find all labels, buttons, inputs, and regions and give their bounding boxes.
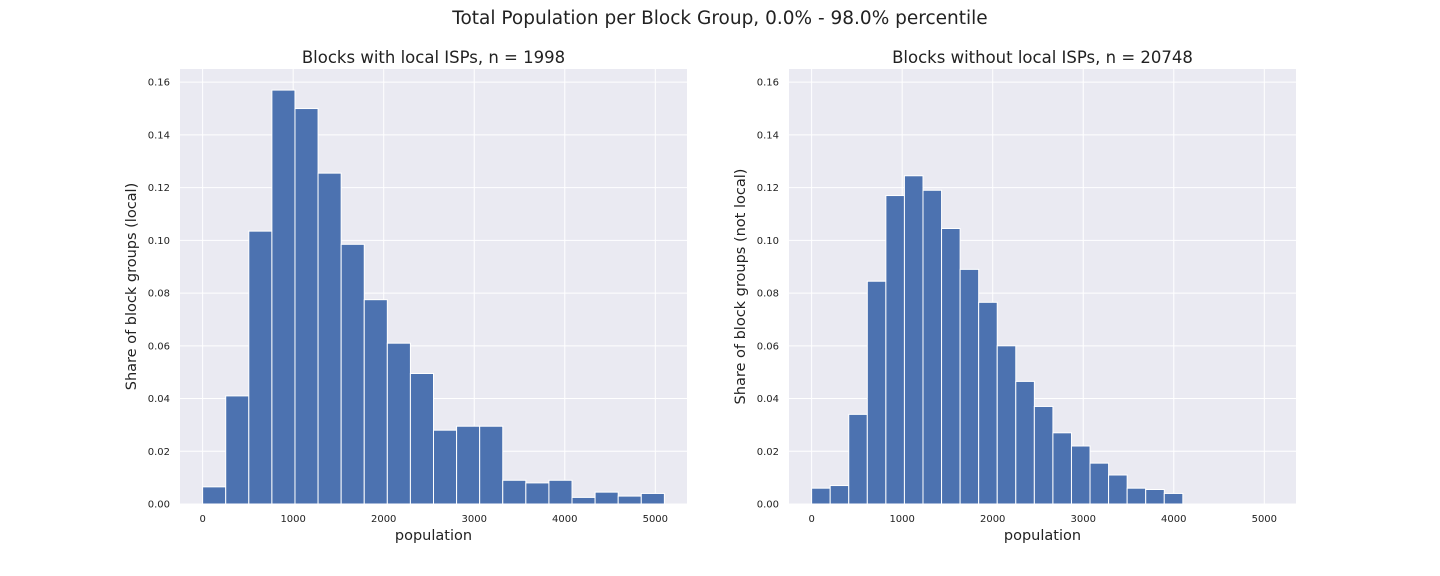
y-tick-label: 0.02 [757,447,779,458]
histogram-bar [1015,380,1035,505]
x-tick-label: 4000 [552,514,577,525]
histogram-bar [1145,489,1165,505]
y-tick-label: 0.16 [148,78,170,89]
y-tick-label: 0.08 [757,289,779,300]
x-tick-label: 4000 [1161,514,1186,525]
histogram-bar [941,228,961,505]
panel-title: Blocks without local ISPs, n = 20748 [892,48,1193,67]
histogram-bar [959,268,980,505]
figure-title: Total Population per Block Group, 0.0% -… [452,8,988,29]
y-tick-label: 0.04 [757,394,779,405]
histogram-bar [409,373,434,505]
histogram-bar [1108,474,1128,505]
y-tick-label: 0.10 [148,236,170,247]
histogram-bar [1052,432,1072,505]
histogram-bar [433,429,458,505]
y-tick-label: 0.14 [757,130,779,141]
y-tick-label: 0.04 [148,394,170,405]
panel-title: Blocks with local ISPs, n = 1998 [302,48,565,67]
x-tick-label: 0 [808,514,814,525]
y-tick-label: 0.02 [148,447,170,458]
histogram-bar [848,413,868,505]
histogram-bar [479,425,504,505]
histogram-bar [386,342,411,505]
histogram-bar [594,491,619,505]
histogram-bar [978,301,998,505]
histogram-bar [640,492,665,505]
x-tick-label: 3000 [462,514,487,525]
histogram-bar [1163,492,1184,505]
histogram-bar [225,395,250,505]
histogram-bar [885,195,905,505]
histogram-bar [1070,445,1091,505]
x-tick-label: 3000 [1071,514,1096,525]
y-tick-label: 0.06 [148,341,170,352]
y-tick-label: 0.10 [757,236,779,247]
x-tick-label: 2000 [371,514,396,525]
y-tick-label: 0.12 [148,183,170,194]
histogram-bar [317,172,342,505]
histogram-bar [571,496,596,505]
histogram-bar [866,280,887,505]
histogram-bar [829,485,850,505]
histogram-bar [617,495,642,505]
x-axis-label: population [395,528,472,544]
histogram-bar [340,243,365,505]
x-tick-label: 0 [199,514,205,525]
y-tick-label: 0.08 [148,289,170,300]
x-tick-label: 1000 [280,514,305,525]
y-tick-label: 0.14 [148,130,170,141]
y-tick-label: 0.12 [757,183,779,194]
y-tick-label: 0.06 [757,341,779,352]
histogram-bar [202,486,227,505]
histogram-bar [294,108,319,505]
histogram-bar [502,479,527,505]
x-tick-label: 2000 [980,514,1005,525]
histogram-panel-not-local: 0 1000 2000 3000 4000 5000 0.00 0.02 0.04 0.06 0.0… [733,48,1296,544]
x-tick-label: 5000 [1252,514,1277,525]
x-tick-label: 5000 [643,514,668,525]
histogram-bar [903,175,924,505]
histogram-bar [363,299,388,505]
y-axis-label: Share of block groups (not local) [733,169,749,405]
histogram-bar [548,479,573,505]
histogram-bar [811,487,831,505]
x-axis-label: population [1004,528,1081,544]
x-tick-label: 1000 [889,514,914,525]
y-tick-label: 0.00 [148,500,170,511]
y-tick-label: 0.00 [757,500,779,511]
histogram-bar [1033,405,1054,505]
histogram-bar [996,345,1017,505]
y-axis-label: Share of block groups (local) [124,183,140,391]
histogram-panel-local: 0 1000 2000 3000 4000 5000 0.00 0.02 0.04 0.06 0.0… [124,48,687,544]
histogram-bar [1089,462,1110,505]
histogram-bar [1126,487,1147,505]
histogram-bar [456,425,481,505]
histogram-bar [922,189,943,505]
histogram-bar [525,482,550,505]
histogram-bar [271,89,296,505]
histogram-bar [248,230,273,505]
y-tick-label: 0.16 [757,78,779,89]
